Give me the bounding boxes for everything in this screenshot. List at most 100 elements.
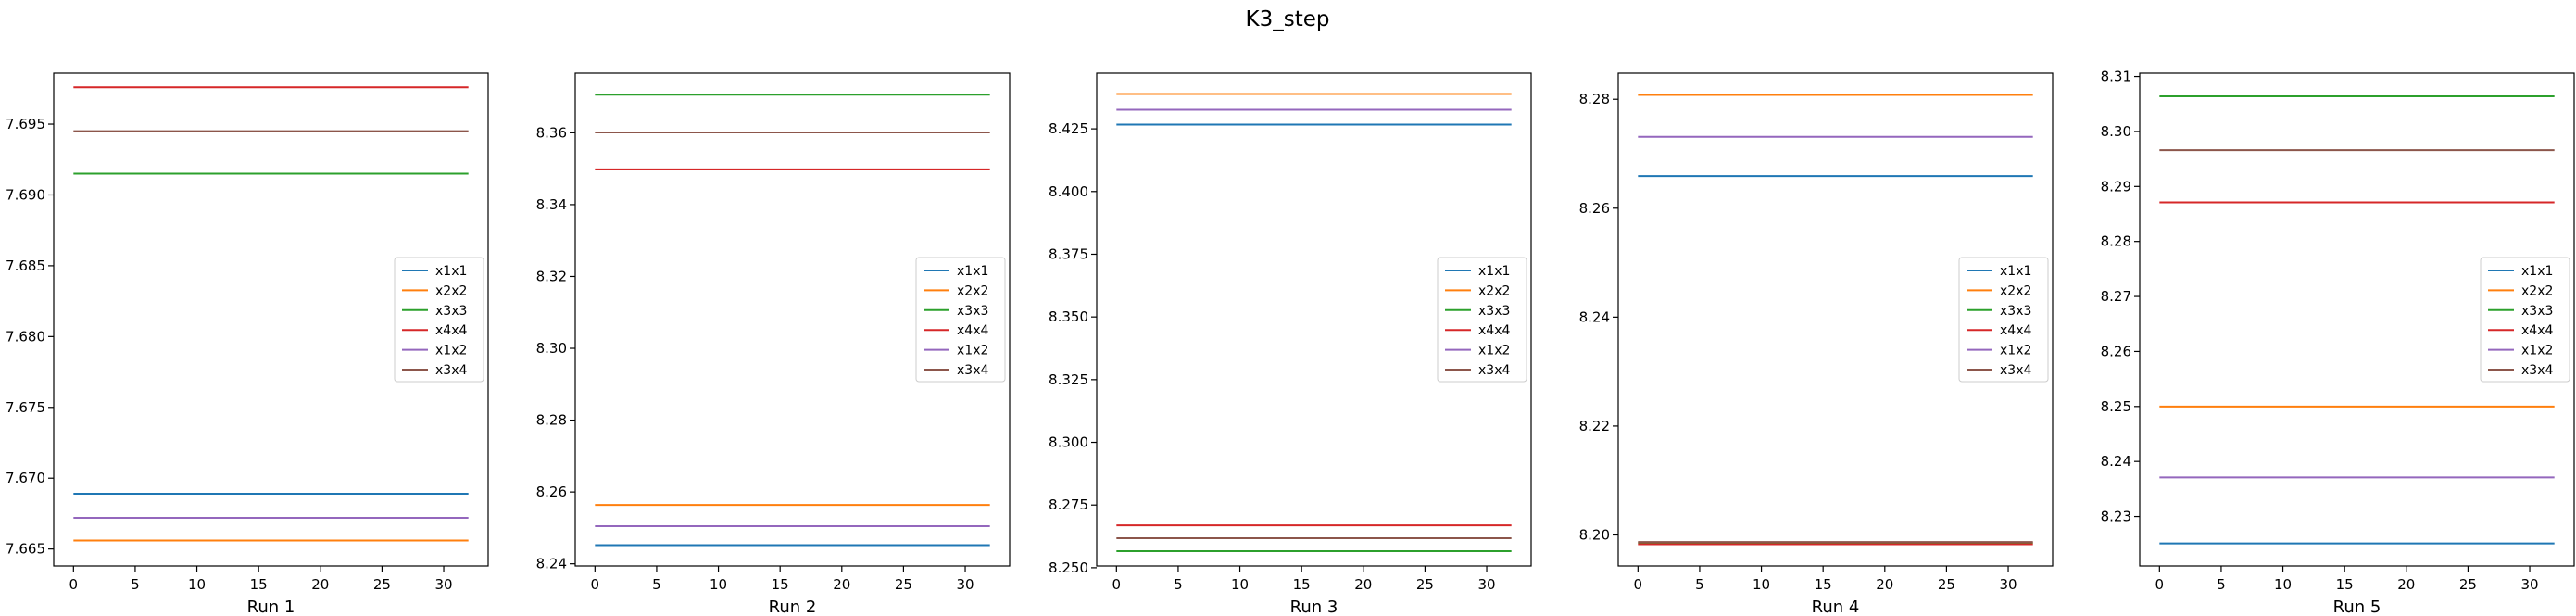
x-axis-label: Run 3 xyxy=(1290,597,1338,616)
x-tick-label: 20 xyxy=(1876,576,1893,593)
legend-label-x2x2: x2x2 xyxy=(2521,283,2553,298)
x-tick-label: 25 xyxy=(1938,576,1955,593)
legend-label-x3x4: x3x4 xyxy=(2521,363,2553,378)
x-tick-label: 30 xyxy=(1477,576,1495,593)
legend-label-x3x3: x3x3 xyxy=(1478,304,1510,319)
y-tick-label: 8.275 xyxy=(1049,497,1088,513)
x-tick-label: 10 xyxy=(1231,576,1249,593)
x-tick-label: 15 xyxy=(772,576,789,593)
x-tick-label: 30 xyxy=(434,576,452,593)
x-tick-label: 30 xyxy=(956,576,974,593)
legend-label-x4x4: x4x4 xyxy=(2521,323,2553,338)
x-tick-label: 0 xyxy=(1634,576,1643,593)
x-tick-label: 15 xyxy=(1815,576,1832,593)
y-tick-label: 8.23 xyxy=(2101,509,2131,525)
y-tick-label: 8.31 xyxy=(2101,69,2131,85)
legend-label-x1x1: x1x1 xyxy=(2000,264,2031,279)
legend: x1x1 x2x2 x3x3 x4x4 x1x2 x3x4 xyxy=(394,257,484,383)
x-axis-label: Run 5 xyxy=(2333,597,2381,616)
y-tick-label: 8.32 xyxy=(536,268,567,284)
legend: x1x1 x2x2 x3x3 x4x4 x1x2 x3x4 xyxy=(1958,257,2049,383)
y-tick-label: 7.685 xyxy=(6,258,45,274)
legend-label-x2x2: x2x2 xyxy=(957,283,988,298)
y-tick-label: 8.28 xyxy=(2101,233,2131,250)
y-tick-label: 8.24 xyxy=(1579,308,1610,325)
legend-label-x2x2: x2x2 xyxy=(435,283,467,298)
subplot-run-3: 0 5 10 15 20 25 30 8.250 8.275 8.300 8.325 8.350 8.3… xyxy=(1049,72,1532,616)
legend-label-x1x1: x1x1 xyxy=(957,264,988,279)
legend-label-x2x2: x2x2 xyxy=(2000,283,2031,298)
y-tick-label: 8.26 xyxy=(1579,200,1610,217)
legend-label-x3x4: x3x4 xyxy=(435,363,467,378)
x-tick-label: 30 xyxy=(2520,576,2538,593)
x-tick-label: 25 xyxy=(373,576,391,593)
legend-label-x3x4: x3x4 xyxy=(2000,363,2031,378)
x-tick-label: 25 xyxy=(895,576,912,593)
x-tick-label: 0 xyxy=(591,576,600,593)
y-tick-label: 8.25 xyxy=(2101,398,2131,415)
x-tick-label: 10 xyxy=(1753,576,1770,593)
axes-frame xyxy=(2139,72,2575,567)
x-tick-label: 20 xyxy=(1354,576,1372,593)
y-tick-label: 8.24 xyxy=(536,556,567,572)
x-axis-label: Run 2 xyxy=(769,597,817,616)
y-tick-label: 7.695 xyxy=(6,116,45,132)
y-tick-label: 8.29 xyxy=(2101,178,2131,195)
axes-frame xyxy=(1617,72,2054,567)
y-tick-label: 8.350 xyxy=(1049,308,1088,325)
x-tick-label: 10 xyxy=(710,576,727,593)
y-tick-label: 8.375 xyxy=(1049,245,1088,262)
x-tick-label: 25 xyxy=(2459,576,2477,593)
legend-label-x1x2: x1x2 xyxy=(1478,344,1510,358)
y-tick-label: 8.325 xyxy=(1049,371,1088,388)
y-tick-label: 8.20 xyxy=(1579,526,1610,543)
x-tick-label: 5 xyxy=(1174,576,1183,593)
y-tick-label: 8.26 xyxy=(536,484,567,500)
y-tick-label: 7.675 xyxy=(6,399,45,416)
legend-label-x3x3: x3x3 xyxy=(2000,304,2031,319)
subplot-run-2: 0 5 10 15 20 25 30 8.24 8.26 8.28 8.30 8.32 8.34 8.36… xyxy=(536,72,1011,616)
x-tick-label: 10 xyxy=(2274,576,2292,593)
y-tick-label: 8.27 xyxy=(2101,288,2131,305)
y-tick-label: 7.670 xyxy=(6,470,45,486)
x-tick-label: 5 xyxy=(2217,576,2226,593)
x-axis-label: Run 4 xyxy=(1812,597,1860,616)
x-tick-label: 15 xyxy=(1293,576,1311,593)
y-tick-label: 8.22 xyxy=(1579,418,1610,434)
y-tick-label: 8.400 xyxy=(1049,183,1088,200)
x-tick-label: 15 xyxy=(250,576,268,593)
x-tick-label: 30 xyxy=(1999,576,2017,593)
x-tick-label: 5 xyxy=(1695,576,1704,593)
legend-label-x1x2: x1x2 xyxy=(435,344,467,358)
y-tick-label: 8.24 xyxy=(2101,453,2131,470)
figure-title: K3_step xyxy=(1246,7,1330,31)
x-tick-label: 0 xyxy=(69,576,79,593)
legend-label-x3x4: x3x4 xyxy=(957,363,988,378)
y-tick-label: 8.425 xyxy=(1049,120,1088,137)
x-tick-label: 20 xyxy=(833,576,850,593)
y-tick-label: 8.300 xyxy=(1049,434,1088,451)
y-tick-label: 8.28 xyxy=(536,412,567,429)
legend-label-x1x2: x1x2 xyxy=(957,344,988,358)
x-axis-label: Run 1 xyxy=(247,597,295,616)
x-tick-label: 5 xyxy=(652,576,661,593)
legend-label-x4x4: x4x4 xyxy=(2000,323,2031,338)
y-tick-label: 8.34 xyxy=(536,196,567,213)
y-tick-label: 7.665 xyxy=(6,541,45,558)
y-tick-label: 8.250 xyxy=(1049,559,1088,576)
legend-label-x1x2: x1x2 xyxy=(2000,344,2031,358)
x-tick-label: 25 xyxy=(1416,576,1434,593)
x-tick-label: 10 xyxy=(188,576,206,593)
x-tick-label: 5 xyxy=(131,576,140,593)
legend: x1x1 x2x2 x3x3 x4x4 x1x2 x3x4 xyxy=(1437,257,1527,383)
legend-label-x3x3: x3x3 xyxy=(435,304,467,319)
legend-label-x1x2: x1x2 xyxy=(2521,344,2553,358)
y-tick-label: 8.30 xyxy=(536,340,567,357)
x-tick-label: 15 xyxy=(2336,576,2354,593)
subplot-grid: 0 5 10 15 20 25 30 7.665 7.670 7.675 7.680 7.685 7.6… xyxy=(6,69,2575,616)
legend-label-x4x4: x4x4 xyxy=(1478,323,1510,338)
x-tick-label: 20 xyxy=(2397,576,2415,593)
y-tick-label: 8.28 xyxy=(1579,91,1610,107)
x-tick-label: 0 xyxy=(2155,576,2165,593)
